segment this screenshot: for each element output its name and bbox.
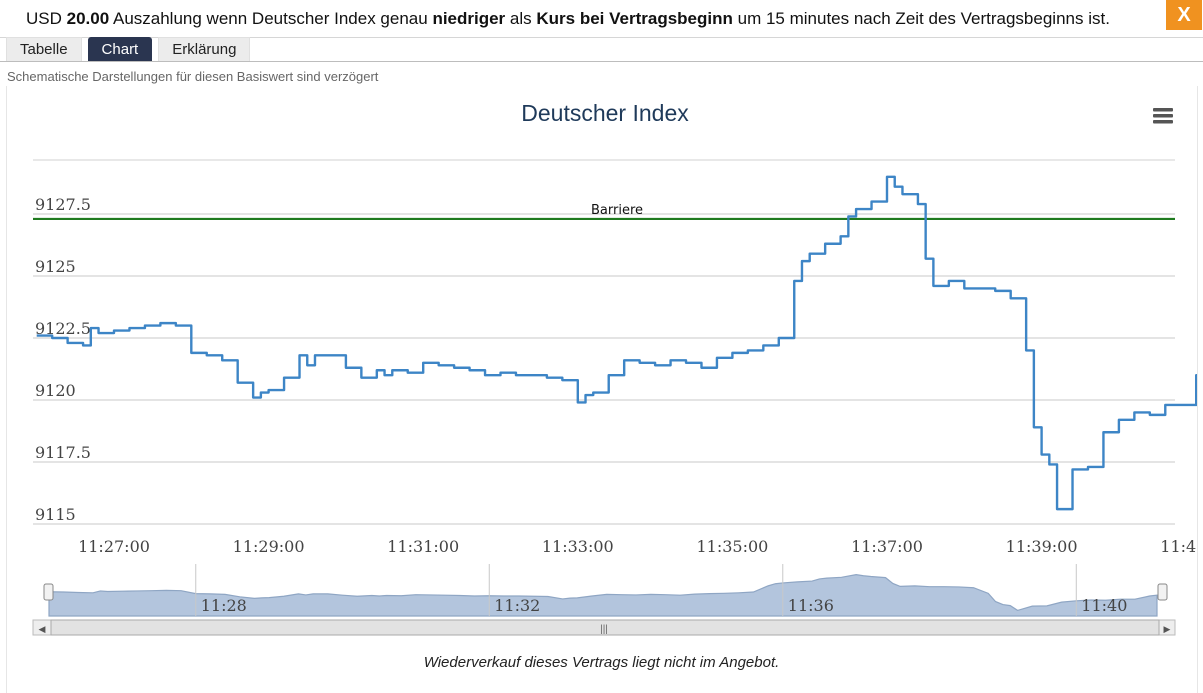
x-tick-label: 11:37:00 — [851, 537, 923, 556]
x-tick-label: 11:27:00 — [78, 537, 150, 556]
payout-direction: niedriger — [432, 9, 506, 28]
contract-header: USD 20.00 Auszahlung wenn Deutscher Inde… — [0, 0, 1203, 38]
navigator-area — [48, 574, 1158, 617]
price-chart[interactable]: Deutscher Index 9115 9117.5 9120 9122.5 9125 9… — [7, 86, 1197, 654]
x-tick-label: 11:35:00 — [696, 537, 768, 556]
tab-tabelle[interactable]: Tabelle — [6, 37, 82, 62]
y-tick-label: 9117.5 — [35, 443, 91, 462]
x-tick-label: 11:39:00 — [1006, 537, 1078, 556]
x-tick-label: 11:31:00 — [387, 537, 459, 556]
payout-text: Auszahlung wenn Deutscher Index genau — [112, 9, 428, 28]
scrollbar-grip-icon: ||| — [600, 624, 608, 635]
scrollbar-thumb[interactable] — [50, 619, 1160, 636]
delay-note: Schematische Darstellungen für diesen Ba… — [7, 69, 379, 84]
navigator-right-handle[interactable] — [1157, 583, 1168, 601]
navigator-left-handle[interactable] — [43, 583, 54, 601]
tab-erklaerung[interactable]: Erklärung — [158, 37, 251, 62]
scroll-left-arrow-icon[interactable]: ◀ — [39, 624, 46, 634]
close-button[interactable]: X — [1166, 0, 1202, 30]
scroll-right-arrow-icon[interactable]: ▶ — [1164, 624, 1171, 634]
hamburger-bar — [1153, 108, 1173, 112]
x-tick-label: 11:29:00 — [233, 537, 305, 556]
barrier-label: Barriere — [591, 203, 643, 218]
payout-text-als: als — [509, 9, 532, 28]
payout-description: USD 20.00 Auszahlung wenn Deutscher Inde… — [26, 9, 1110, 29]
chart-title: Deutscher Index — [521, 100, 689, 126]
hamburger-icon[interactable] — [1153, 108, 1173, 124]
chart-panel: Deutscher Index 9115 9117.5 9120 9122.5 9125 9… — [6, 86, 1198, 693]
payout-currency: USD — [26, 9, 62, 28]
hamburger-bar — [1153, 120, 1173, 124]
resale-notice: Wiederverkauf dieses Vertrags liegt nich… — [423, 654, 780, 671]
y-tick-label: 9115 — [35, 505, 76, 524]
x-tick-label: 11:33:00 — [542, 537, 614, 556]
navigator-tick-label: 11:28 — [201, 596, 247, 615]
navigator-tick-label: 11:36 — [788, 596, 834, 615]
payout-amount: 20.00 — [66, 9, 110, 28]
hamburger-bar — [1153, 114, 1173, 118]
tab-bar: Tabelle Chart Erklärung — [6, 37, 251, 62]
payout-reference: Kurs bei Vertragsbeginn — [536, 9, 733, 28]
price-series-line — [36, 175, 1197, 511]
y-tick-label: 9120 — [35, 381, 76, 400]
navigator-tick-label: 11:40 — [1081, 596, 1127, 615]
y-tick-label: 9122.5 — [35, 319, 91, 338]
payout-duration-text: um 15 minutes nach Zeit des Vertragsbegi… — [737, 9, 1110, 28]
tab-divider — [0, 61, 1203, 62]
x-tick-label: 11:41:00 — [1160, 537, 1197, 556]
navigator-tick-label: 11:32 — [494, 596, 540, 615]
y-tick-label: 9127.5 — [35, 195, 91, 214]
tab-chart[interactable]: Chart — [87, 37, 153, 62]
y-tick-label: 9125 — [35, 257, 76, 276]
